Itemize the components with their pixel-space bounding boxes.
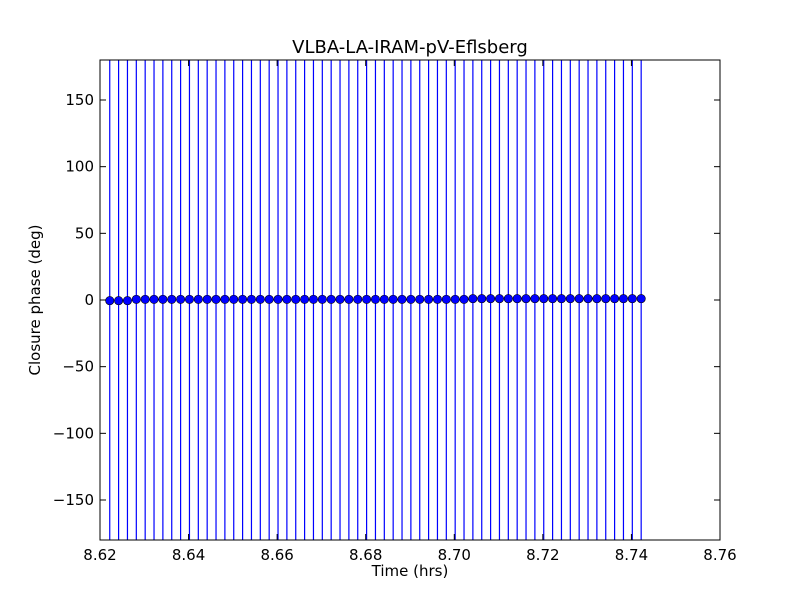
y-tick-label: 100 (65, 158, 94, 176)
y-tick-label: −50 (62, 358, 94, 376)
data-point (583, 294, 593, 304)
data-point (255, 294, 265, 304)
x-tick-label: 8.70 (438, 546, 471, 564)
data-point (184, 294, 194, 304)
data-point (530, 294, 540, 304)
data-point (548, 294, 558, 304)
data-point (335, 294, 345, 304)
data-point (494, 294, 504, 304)
y-tick-label: 50 (75, 224, 94, 242)
data-point (149, 294, 159, 304)
data-point (450, 294, 460, 304)
x-tick-label: 8.66 (260, 546, 293, 564)
data-point (131, 294, 141, 304)
x-tick-label: 8.68 (349, 546, 382, 564)
data-point (193, 294, 203, 304)
data-point (308, 294, 318, 304)
data-point (105, 296, 115, 306)
data-point (406, 294, 416, 304)
data-point (459, 294, 469, 304)
data-point (122, 296, 132, 306)
data-point (397, 294, 407, 304)
y-tick-label: −100 (53, 424, 94, 442)
data-point (432, 294, 442, 304)
data-point (601, 294, 611, 304)
data-point (592, 294, 602, 304)
data-point (291, 294, 301, 304)
x-tick-label: 8.74 (615, 546, 648, 564)
data-point (167, 294, 177, 304)
data-point (441, 294, 451, 304)
data-point (273, 294, 283, 304)
data-point (362, 294, 372, 304)
data-point (468, 294, 478, 304)
data-point (424, 294, 434, 304)
data-point (627, 294, 637, 304)
plot-area: 8.62 8.64 8.66 8.68 8.70 8.72 8.74 8.76 150 100 50… (53, 59, 737, 564)
data-point (370, 294, 380, 304)
y-tick-label: 0 (84, 291, 94, 309)
data-point (202, 294, 212, 304)
data-point (114, 296, 124, 306)
data-point (317, 294, 327, 304)
data-point (565, 294, 575, 304)
data-point (512, 294, 522, 304)
data-point (238, 294, 248, 304)
chart-title: VLBA-LA-IRAM-pV-Eflsberg (292, 37, 528, 58)
data-point (521, 294, 531, 304)
data-point (503, 294, 513, 304)
y-tick-label: −150 (53, 491, 94, 509)
data-point (300, 294, 310, 304)
data-point (486, 294, 496, 304)
data-point (140, 294, 150, 304)
data-point (574, 294, 584, 304)
data-point (282, 294, 292, 304)
data-point (220, 294, 230, 304)
data-point (326, 294, 336, 304)
data-point (610, 294, 620, 304)
data-point (176, 294, 186, 304)
data-point (539, 294, 549, 304)
data-point (264, 294, 274, 304)
x-tick-label: 8.76 (703, 546, 736, 564)
data-point (379, 294, 389, 304)
x-tick-label: 8.64 (172, 546, 205, 564)
data-point (636, 294, 646, 304)
x-axis-label: Time (hrs) (371, 562, 449, 580)
data-point (388, 294, 398, 304)
y-axis-label: Closure phase (deg) (26, 225, 44, 376)
data-point (556, 294, 566, 304)
data-point (477, 294, 487, 304)
data-point (618, 294, 628, 304)
data-point (158, 294, 168, 304)
x-tick-label: 8.72 (526, 546, 559, 564)
data-point (415, 294, 425, 304)
data-point (353, 294, 363, 304)
data-point (229, 294, 239, 304)
data-point (211, 294, 221, 304)
y-tick-label: 150 (65, 91, 94, 109)
data-point (246, 294, 256, 304)
data-point (344, 294, 354, 304)
x-tick-label: 8.62 (83, 546, 116, 564)
